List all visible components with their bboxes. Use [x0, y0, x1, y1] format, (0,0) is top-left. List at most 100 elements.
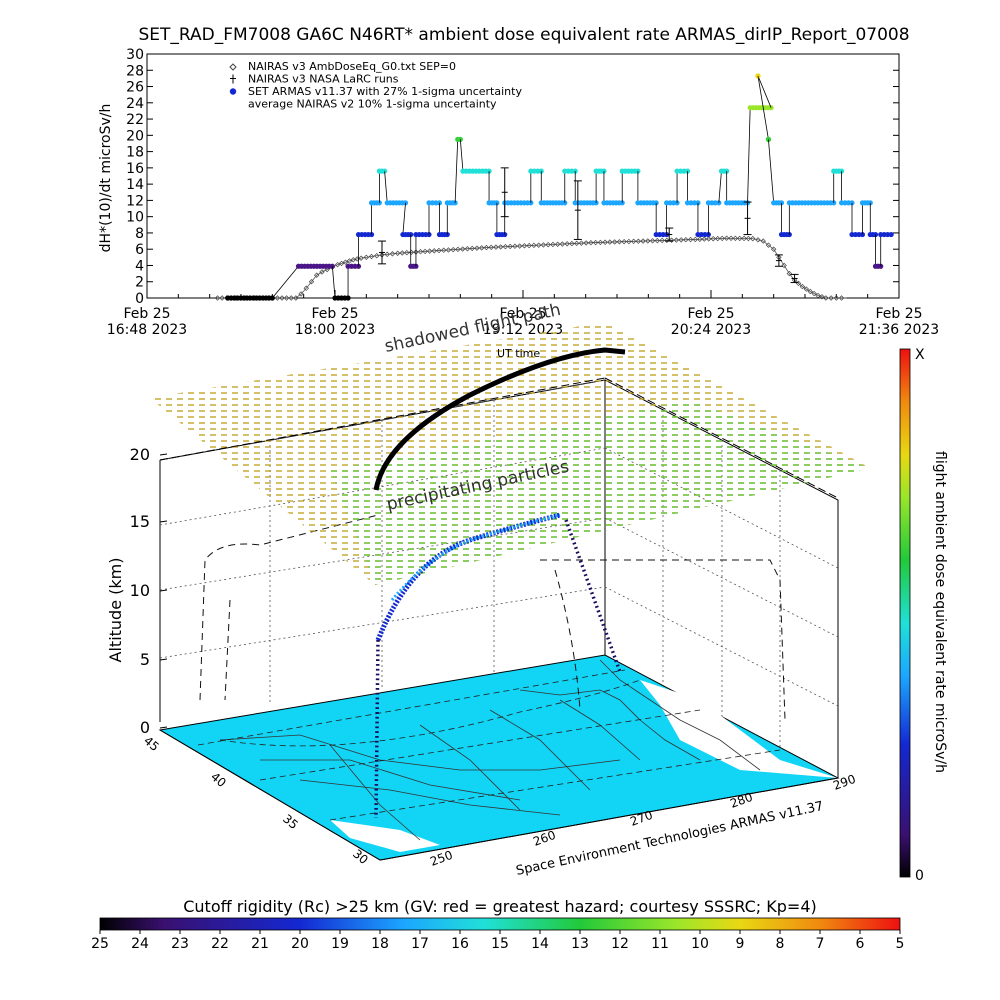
- rigidity-tick-label: 6: [856, 936, 865, 952]
- nairas-point: [719, 235, 725, 242]
- projection-curves: [199, 514, 786, 721]
- nairas-point: [597, 239, 604, 246]
- nairas-point: [346, 258, 353, 264]
- rigidity-tick-label: 24: [131, 936, 149, 952]
- x-tick-date: Feb 25: [875, 306, 922, 322]
- rigidity-tick-label: 12: [611, 936, 629, 952]
- y-tick-label: 26: [126, 80, 144, 96]
- nairas-point: [781, 262, 787, 269]
- dose-colorbar-gradient: [899, 348, 911, 878]
- y-tick-label: 30: [126, 47, 144, 63]
- latitude-tick-label: 40: [208, 770, 229, 791]
- nairas-point: [750, 235, 756, 242]
- nairas-point: [483, 244, 490, 251]
- nairas-point: [640, 238, 646, 244]
- nairas-point: [564, 241, 570, 247]
- nairas-point: [678, 237, 684, 243]
- nairas-point: [732, 235, 739, 242]
- nairas-point: [710, 236, 716, 242]
- rigidity-tick-label: 19: [331, 936, 349, 952]
- nairas-point: [803, 286, 810, 292]
- y-tick-label: 20: [126, 128, 144, 144]
- altitude-tick-label: 15: [130, 512, 150, 531]
- nairas-point: [659, 237, 665, 244]
- nairas-point: [288, 295, 294, 301]
- y-tick-label: 18: [126, 145, 144, 161]
- nairas-point: [474, 245, 480, 251]
- flight-path: [373, 347, 626, 491]
- ocean-area-south: [330, 820, 440, 852]
- altitude-tick-label: 0: [140, 718, 150, 737]
- nairas-point: [404, 249, 410, 256]
- dose-colorbar-top-label: X: [915, 347, 925, 363]
- nairas-point: [450, 246, 456, 253]
- y-tick-label: 4: [135, 258, 144, 274]
- x-tick-date: Feb 25: [311, 306, 358, 322]
- nairas-point: [833, 295, 840, 301]
- nairas-point: [741, 235, 747, 242]
- altitude-tick-label: 5: [140, 650, 150, 669]
- nairas-point: [488, 244, 494, 251]
- y-tick-label: 12: [126, 193, 144, 209]
- rigidity-tick-label: 25: [91, 936, 109, 952]
- nairas-point: [697, 236, 703, 242]
- armas-connector: [768, 139, 775, 203]
- y-tick-label: 16: [126, 161, 144, 177]
- armas-series: [225, 73, 894, 301]
- nairas-point: [602, 239, 608, 245]
- altitude-tick-mark: [159, 726, 168, 729]
- y-tick-label: 8: [135, 226, 144, 242]
- nairas-point: [319, 269, 325, 275]
- armas-connector: [718, 171, 722, 203]
- nairas-point: [493, 244, 499, 250]
- nairas-point: [550, 241, 556, 248]
- nairas-point: [384, 251, 390, 258]
- nairas-point: [469, 245, 475, 252]
- nairas-point: [531, 242, 537, 249]
- rigidity-tick-label: 20: [291, 936, 309, 952]
- nairas-point: [573, 240, 580, 247]
- rigidity-tick-label: 22: [211, 936, 229, 952]
- nairas-point: [706, 236, 712, 242]
- armas-connector: [757, 75, 772, 108]
- dose-colorbar-bottom-label: 0: [915, 868, 924, 884]
- dose-colorbar-title: flight ambient dose equivalent rate micr…: [932, 451, 948, 773]
- x-tick-date: Feb 25: [123, 306, 170, 322]
- nasa-larc-runs-series: [378, 167, 799, 284]
- nairas-point: [715, 235, 721, 242]
- nairas-point: [358, 255, 364, 261]
- altitude-tick-mark: [159, 589, 168, 592]
- nairas-point: [431, 248, 437, 254]
- nairas-point: [516, 243, 523, 249]
- nairas-point: [497, 244, 504, 250]
- nairas-point: [755, 237, 761, 243]
- dose-surface-green: [330, 400, 870, 585]
- nairas-point: [770, 246, 777, 252]
- nairas-point: [521, 243, 528, 249]
- nairas-point: [374, 253, 380, 259]
- legend-label: NAIRAS v3 NASA LaRC runs: [248, 73, 399, 86]
- nairas-point: [559, 241, 566, 247]
- altitude-axis-label: Altitude (km): [106, 558, 125, 663]
- rigidity-colorbar-title: Cutoff rigidity (Rc) >25 km (GV: red = g…: [183, 897, 817, 916]
- nairas-point: [807, 288, 813, 295]
- x-tick-time: 18:00 2023: [295, 322, 375, 338]
- nairas-point: [464, 246, 471, 252]
- latitude-tick-label: 35: [280, 812, 301, 833]
- nairas-point: [687, 236, 694, 243]
- nairas-point: [545, 241, 551, 248]
- particle-drop-right: [564, 519, 622, 673]
- legend-dot-icon: [229, 88, 237, 95]
- nairas-point: [455, 246, 461, 253]
- y-tick-label: 0: [135, 291, 144, 307]
- y-axis-label: dH*(10)/dt microSv/h: [98, 104, 114, 253]
- nairas-point: [765, 242, 772, 248]
- nairas-point: [701, 236, 707, 242]
- nairas-point: [554, 241, 561, 247]
- rigidity-tick-label: 11: [651, 936, 669, 952]
- chart-title: SET_RAD_FM7008 GA6C N46RT* ambient dose …: [138, 25, 909, 45]
- legend-label: average NAIRAS v2 10% 1-sigma uncertaint…: [248, 98, 497, 111]
